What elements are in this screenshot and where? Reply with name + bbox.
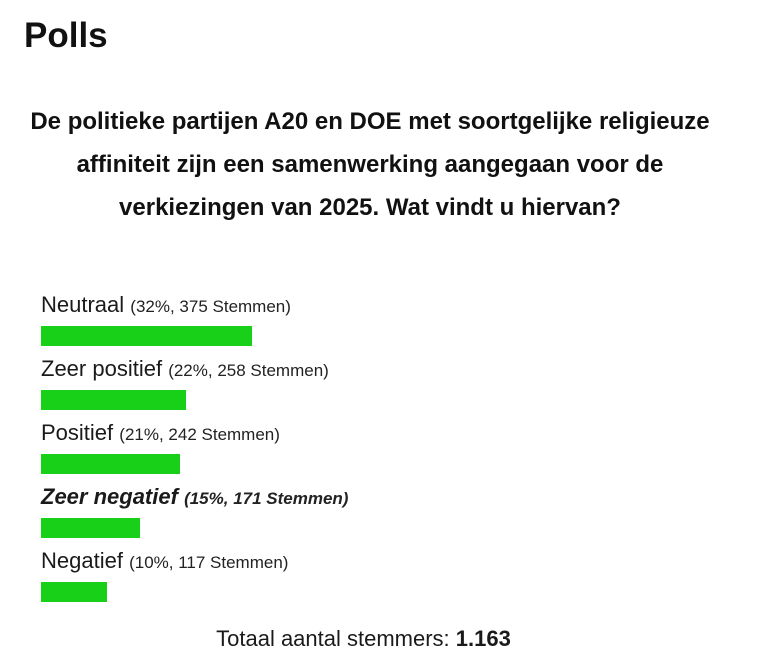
option-label: Zeer negatief (15%, 171 Stemmen)	[41, 480, 721, 514]
option-label: Positief (21%, 242 Stemmen)	[41, 416, 721, 450]
result-bar-track	[41, 390, 701, 410]
option-name: Zeer negatief	[41, 484, 178, 509]
result-bar	[41, 518, 140, 538]
result-bar	[41, 326, 253, 346]
result-bar-track	[41, 518, 701, 538]
option-detail: (21%, 242 Stemmen)	[119, 425, 280, 444]
option-name: Positief	[41, 420, 114, 445]
polls-heading: Polls	[24, 16, 108, 55]
option-name: Negatief	[41, 548, 123, 573]
option-label: Zeer positief (22%, 258 Stemmen)	[41, 352, 721, 386]
option-detail: (15%, 171 Stemmen)	[184, 489, 349, 508]
result-bar	[41, 582, 107, 602]
total-label: Totaal aantal stemmers:	[216, 626, 450, 651]
option-name: Zeer positief	[41, 356, 163, 381]
result-bar	[41, 454, 180, 474]
poll-option-zeer-negatief: Zeer negatief (15%, 171 Stemmen)	[41, 480, 721, 544]
option-label: Neutraal (32%, 375 Stemmen)	[41, 288, 721, 322]
option-label: Negatief (10%, 117 Stemmen)	[41, 544, 721, 578]
poll-option-neutraal: Neutraal (32%, 375 Stemmen)	[41, 288, 721, 352]
result-bar	[41, 390, 187, 410]
option-detail: (10%, 117 Stemmen)	[129, 553, 289, 572]
result-bar-track	[41, 454, 701, 474]
poll-options: Neutraal (32%, 375 Stemmen) Zeer positie…	[41, 288, 721, 608]
result-bar-track	[41, 582, 701, 602]
option-detail: (32%, 375 Stemmen)	[130, 297, 291, 316]
poll-option-zeer-positief: Zeer positief (22%, 258 Stemmen)	[41, 352, 721, 416]
poll-option-negatief: Negatief (10%, 117 Stemmen)	[41, 544, 721, 608]
total-voters: Totaal aantal stemmers: 1.163	[0, 622, 727, 656]
poll-question: De politieke partijen A20 en DOE met soo…	[30, 108, 710, 221]
poll-option-positief: Positief (21%, 242 Stemmen)	[41, 416, 721, 480]
option-name: Neutraal	[41, 292, 125, 317]
option-detail: (22%, 258 Stemmen)	[168, 361, 329, 380]
total-value: 1.163	[455, 626, 511, 651]
result-bar-track	[41, 326, 701, 346]
